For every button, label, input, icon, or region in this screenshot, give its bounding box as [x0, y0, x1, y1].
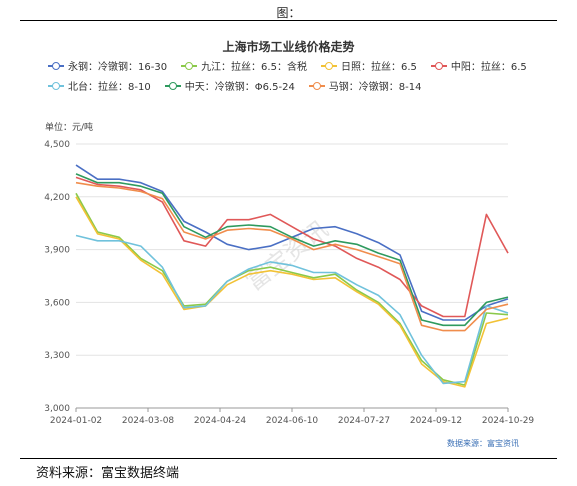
series-line-3: [75, 196, 509, 388]
series-line-6: [75, 173, 509, 327]
y-tick-label: 3,300: [44, 351, 70, 361]
legend-swatch: [181, 61, 198, 71]
legend-label: 中阳：拉丝：6.5: [450, 62, 527, 73]
x-tick-label: 2024-03-08: [122, 416, 175, 426]
y-tick-label: 3,000: [44, 404, 70, 414]
x-tick-label: 2024-10-29: [482, 416, 535, 426]
legend-item[interactable]: 中阳：拉丝：6.5: [430, 58, 527, 73]
top-rule: [20, 20, 557, 21]
legend-label: 九江：拉丝：6.5：含税: [201, 62, 307, 73]
legend-swatch: [320, 61, 337, 71]
legend-label: 日照：拉丝：6.5: [340, 62, 417, 73]
y-tick-label: 4,500: [44, 140, 70, 150]
legend-swatch: [308, 81, 325, 91]
x-tick-label: 2024-01-02: [50, 416, 102, 426]
series-line-7: [75, 181, 509, 332]
y-tick-label: 3,600: [44, 298, 70, 308]
x-tick-label: 2024-09-12: [410, 416, 462, 426]
bottom-rule: [20, 458, 557, 459]
x-tick-label: 2024-04-24: [194, 416, 247, 426]
legend-item[interactable]: 永钢：冷镦钢：16-30: [48, 58, 167, 73]
series-line-5: [75, 234, 509, 385]
legend: 永钢：冷镦钢：16-30 九江：拉丝：6.5：含税 日照：拉丝：6.5 中阳：拉丝：6…: [48, 58, 548, 98]
legend-item[interactable]: 中天：冷镦钢：Φ6.5-24: [164, 78, 295, 93]
y-tick-label: 3,900: [44, 246, 70, 256]
legend-item[interactable]: 九江：拉丝：6.5：含税: [181, 58, 307, 73]
x-tick-label: 2024-06-10: [266, 416, 319, 426]
legend-item[interactable]: 马钢：冷镦钢：8-14: [308, 78, 422, 93]
watermark: 富宝资讯: [241, 215, 334, 296]
unit-label: 单位：元/吨: [45, 123, 94, 133]
legend-label: 中天：冷镦钢：Φ6.5-24: [184, 82, 295, 93]
chart-title: 上海市场工业线价格走势: [222, 40, 355, 54]
legend-swatch: [48, 61, 64, 71]
legend-swatch: [164, 81, 181, 91]
y-tick-label: 4,200: [44, 193, 70, 203]
x-tick-label: 2024-07-27: [338, 416, 390, 426]
legend-item[interactable]: 日照：拉丝：6.5: [320, 58, 417, 73]
legend-swatch: [430, 61, 447, 71]
legend-label: 马钢：冷镦钢：8-14: [328, 82, 422, 93]
legend-swatch: [48, 81, 64, 91]
legend-label: 北台：拉丝：8-10: [68, 82, 151, 93]
source-text: 资料来源：富宝数据终端: [36, 466, 180, 481]
legend-item[interactable]: 北台：拉丝：8-10: [48, 78, 151, 93]
data-source-note: 数据来源：富宝资讯: [447, 439, 519, 448]
series-line-1: [75, 164, 509, 321]
series-line-2: [75, 192, 509, 386]
legend-label: 永钢：冷镦钢：16-30: [68, 62, 168, 73]
series-line-4: [75, 176, 509, 318]
legend-row: 北台：拉丝：8-10 中天：冷镦钢：Φ6.5-24 马钢：冷镦钢：8-14: [48, 78, 548, 93]
figure-caption: 图：: [276, 6, 301, 20]
legend-row: 永钢：冷镦钢：16-30 九江：拉丝：6.5：含税 日照：拉丝：6.5 中阳：拉丝：6…: [48, 58, 548, 73]
